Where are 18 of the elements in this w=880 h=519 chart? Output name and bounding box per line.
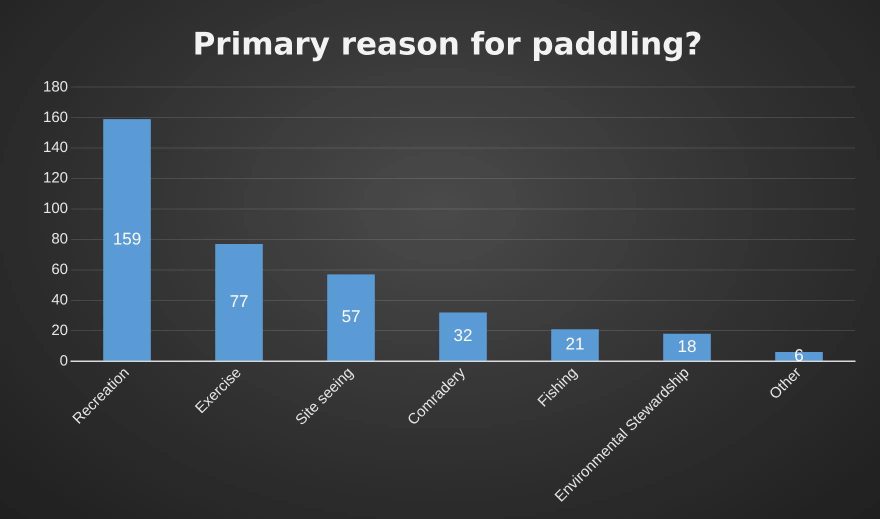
- y-tick-label: 80: [51, 230, 68, 248]
- y-tick-label: 20: [51, 322, 68, 339]
- data-label: 18: [678, 336, 696, 356]
- data-label: 77: [230, 292, 248, 311]
- y-tick-label: 0: [60, 352, 68, 370]
- data-label: 6: [794, 346, 804, 366]
- y-tick-label: 140: [42, 139, 68, 156]
- y-tick-label: 100: [42, 200, 68, 218]
- y-tick-label: 160: [42, 108, 68, 126]
- y-tick-label: 60: [51, 260, 68, 278]
- y-tick-label: 40: [51, 291, 68, 308]
- data-label: 57: [342, 307, 360, 326]
- y-tick-label: 120: [42, 170, 68, 187]
- data-label: 32: [454, 326, 472, 346]
- data-label: 159: [112, 230, 142, 249]
- chart-title: Primary reason for paddling?: [192, 26, 702, 63]
- y-tick-label: 180: [42, 78, 68, 96]
- data-label: 21: [566, 334, 584, 354]
